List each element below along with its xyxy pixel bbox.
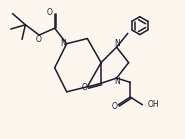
- Text: N: N: [115, 77, 120, 86]
- Text: N: N: [115, 39, 120, 48]
- Text: N: N: [60, 39, 66, 48]
- Text: O: O: [47, 8, 53, 17]
- Text: O: O: [81, 83, 87, 92]
- Text: O: O: [35, 35, 41, 44]
- Text: O: O: [112, 102, 117, 111]
- Text: OH: OH: [147, 100, 159, 109]
